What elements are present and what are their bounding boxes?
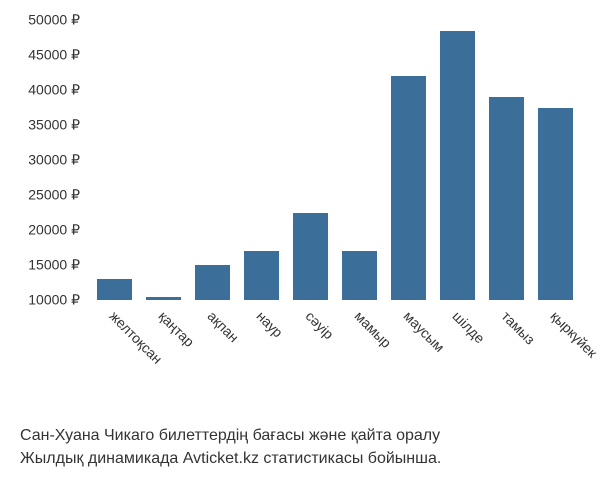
y-tick-label: 20000 ₽ bbox=[28, 222, 80, 239]
x-tick-slot: маусым bbox=[384, 305, 433, 425]
y-axis: 10000 ₽15000 ₽20000 ₽25000 ₽30000 ₽35000… bbox=[0, 20, 85, 300]
x-tick-slot: мамыр bbox=[335, 305, 384, 425]
y-tick-label: 15000 ₽ bbox=[28, 257, 80, 274]
x-tick-slot: қыркүйек bbox=[531, 305, 580, 425]
bar bbox=[244, 251, 279, 300]
bar bbox=[146, 297, 181, 301]
y-tick-label: 50000 ₽ bbox=[28, 12, 80, 29]
x-tick-slot: қаңтар bbox=[139, 305, 188, 425]
x-tick-slot: тамыз bbox=[482, 305, 531, 425]
caption-line1: Сан-Хуана Чикаго билеттердің бағасы және… bbox=[20, 425, 580, 447]
bar-slot bbox=[286, 20, 335, 300]
bar-slot bbox=[433, 20, 482, 300]
caption-line2: Жылдық динамикада Avticket.kz статистика… bbox=[20, 448, 580, 470]
y-tick-label: 30000 ₽ bbox=[28, 152, 80, 169]
bar bbox=[538, 108, 573, 301]
bar bbox=[293, 213, 328, 301]
x-tick-label: наур bbox=[253, 308, 286, 341]
bar bbox=[440, 31, 475, 301]
bar-slot bbox=[139, 20, 188, 300]
x-axis: желтоқсанқаңтарақпаннаурсәуірмамырмаусым… bbox=[90, 305, 580, 425]
bar bbox=[391, 76, 426, 300]
bar-slot bbox=[188, 20, 237, 300]
y-tick-label: 45000 ₽ bbox=[28, 47, 80, 64]
x-tick-slot: шілде bbox=[433, 305, 482, 425]
x-tick-slot: желтоқсан bbox=[90, 305, 139, 425]
y-tick-label: 25000 ₽ bbox=[28, 187, 80, 204]
bar bbox=[489, 97, 524, 300]
x-tick-slot: ақпан bbox=[188, 305, 237, 425]
y-tick-label: 35000 ₽ bbox=[28, 117, 80, 134]
bar bbox=[195, 265, 230, 300]
bar-slot bbox=[482, 20, 531, 300]
x-tick-label: ақпан bbox=[204, 308, 241, 345]
bar-slot bbox=[531, 20, 580, 300]
bar bbox=[97, 279, 132, 300]
y-tick-label: 40000 ₽ bbox=[28, 82, 80, 99]
bar-chart: 10000 ₽ 15000 ₽ 20000 ₽ 25000 ₽ 30000 ₽ 35000… bbox=[0, 0, 600, 500]
x-tick-label: қыркүйек bbox=[547, 308, 600, 361]
y-tick-label: 10000 ₽ bbox=[28, 292, 80, 309]
bar-slot bbox=[237, 20, 286, 300]
bars-group bbox=[90, 20, 580, 300]
x-tick-label: сәуір bbox=[302, 308, 336, 342]
plot-area bbox=[90, 20, 580, 300]
bar-slot bbox=[384, 20, 433, 300]
bar-slot bbox=[335, 20, 384, 300]
bar-slot bbox=[90, 20, 139, 300]
x-tick-slot: сәуір bbox=[286, 305, 335, 425]
chart-caption: Сан-Хуана Чикаго билеттердің бағасы және… bbox=[20, 425, 580, 470]
bar bbox=[342, 251, 377, 300]
x-tick-slot: наур bbox=[237, 305, 286, 425]
